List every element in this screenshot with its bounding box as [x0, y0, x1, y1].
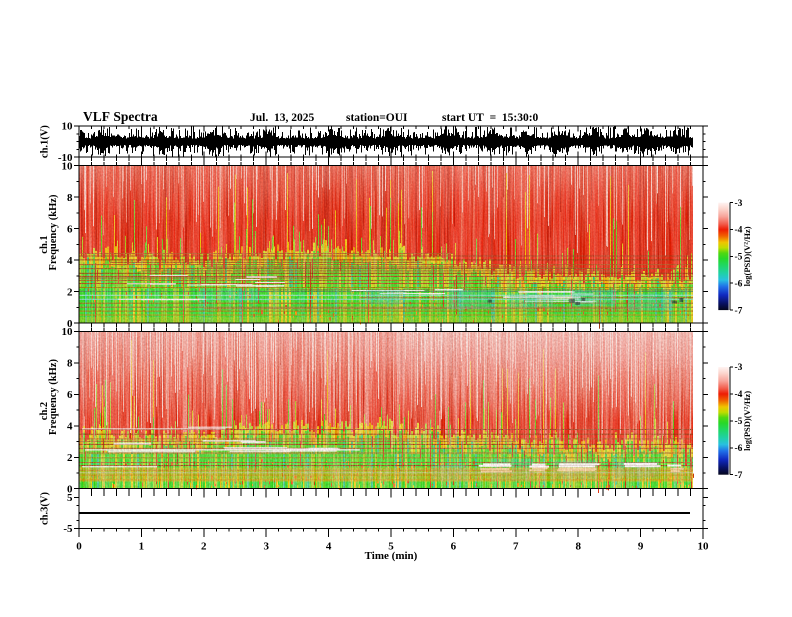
svg-text:8: 8	[67, 192, 73, 204]
svg-text:-7: -7	[735, 306, 743, 316]
svg-text:4: 4	[326, 541, 332, 553]
svg-text:8: 8	[67, 358, 73, 370]
svg-text:log(PSD)(V2/Hz): log(PSD)(V2/Hz)	[742, 391, 752, 451]
svg-text:start UT = 15:30:0: start UT = 15:30:0	[442, 112, 539, 124]
svg-text:Jul. 13, 2025: Jul. 13, 2025	[250, 112, 314, 124]
svg-text:6: 6	[451, 541, 457, 553]
svg-text:6: 6	[67, 389, 73, 401]
svg-text:Frequency (kHz): Frequency (kHz)	[48, 194, 59, 270]
svg-text:station=OUI: station=OUI	[346, 112, 408, 124]
svg-text:10: 10	[62, 160, 74, 172]
svg-text:10: 10	[698, 541, 710, 553]
svg-text:6: 6	[67, 223, 73, 235]
svg-text:9: 9	[638, 541, 644, 553]
svg-text:VLF Spectra: VLF Spectra	[83, 109, 158, 124]
svg-text:log(PSD)(V2/Hz): log(PSD)(V2/Hz)	[742, 226, 752, 286]
svg-text:-7: -7	[735, 471, 743, 481]
svg-text:3: 3	[263, 541, 269, 553]
svg-text:ch.3(V): ch.3(V)	[40, 492, 51, 525]
svg-text:2: 2	[67, 286, 73, 298]
svg-text:7: 7	[513, 541, 519, 553]
svg-text:8: 8	[575, 541, 581, 553]
svg-text:0: 0	[76, 541, 82, 553]
svg-text:10: 10	[62, 121, 74, 133]
svg-text:2: 2	[201, 541, 207, 553]
svg-text:-3: -3	[735, 363, 743, 373]
svg-text:Frequency (kHz): Frequency (kHz)	[48, 359, 59, 435]
svg-text:-5: -5	[63, 523, 73, 535]
svg-text:ch.1(V): ch.1(V)	[40, 125, 51, 158]
svg-text:10: 10	[62, 326, 74, 338]
svg-text:2: 2	[67, 452, 73, 464]
svg-text:5: 5	[67, 492, 73, 504]
svg-text:Time (min): Time (min)	[365, 550, 418, 562]
svg-text:4: 4	[67, 420, 73, 432]
svg-text:4: 4	[67, 255, 73, 267]
svg-text:-3: -3	[735, 199, 743, 209]
svg-text:1: 1	[139, 541, 145, 553]
